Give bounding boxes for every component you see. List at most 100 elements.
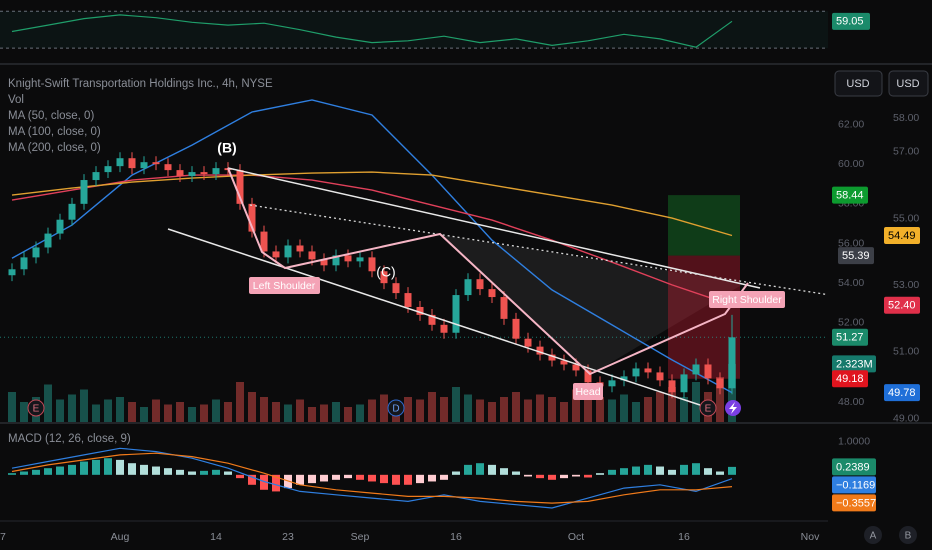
y2-tick-label: 51.00 <box>893 346 919 358</box>
pattern-line <box>227 167 749 376</box>
label-box <box>573 383 603 400</box>
legend-entry: MA (50, close, 0) <box>8 110 94 122</box>
macd-histogram-bar <box>668 469 676 475</box>
macd-histogram-bar <box>200 470 208 475</box>
price-tag <box>838 247 874 265</box>
volume-bar <box>404 397 412 422</box>
candle-body <box>212 168 220 175</box>
macd-line <box>11 452 733 504</box>
macd-histogram-bar <box>560 474 568 479</box>
candle-body <box>608 380 616 387</box>
label-box <box>249 277 320 294</box>
volume-bar <box>56 399 64 422</box>
macd-histogram-bar <box>320 474 328 482</box>
candle-body <box>524 338 532 347</box>
y2-tick-label: 53.00 <box>893 279 919 291</box>
volume-bar <box>212 399 220 422</box>
corner-button[interactable] <box>864 526 882 544</box>
candle-body <box>8 269 16 276</box>
candle-body <box>392 283 400 294</box>
macd-histogram-bar <box>536 474 544 479</box>
corner-button[interactable] <box>899 526 917 544</box>
label-box <box>709 291 785 308</box>
volume-bar <box>140 407 148 422</box>
macd-histogram-bar <box>152 466 160 475</box>
volume-bar <box>368 399 376 422</box>
candle-body <box>92 172 100 181</box>
volume-bar <box>620 394 628 422</box>
candle-body <box>464 279 472 296</box>
candle-body <box>152 162 160 165</box>
volume-bar <box>152 399 160 422</box>
volume-bar <box>476 399 484 422</box>
volume-bar <box>692 382 700 422</box>
corner-label[interactable]: A <box>870 531 877 542</box>
candle-body <box>416 306 424 315</box>
currency-label[interactable]: USD <box>846 78 869 90</box>
macd-histogram-bar <box>404 474 412 485</box>
volume-bar <box>560 402 568 422</box>
candle-body <box>476 279 484 290</box>
corner-buttons[interactable]: A B <box>864 526 917 544</box>
macd-histogram-bar <box>164 468 172 475</box>
macd-histogram-bar <box>296 474 304 485</box>
currency-button[interactable] <box>834 70 883 97</box>
volume-bar <box>656 392 664 422</box>
pattern-fill <box>250 205 745 375</box>
candle-body <box>380 271 388 284</box>
macd-histogram-bar <box>356 474 364 480</box>
currency-button[interactable] <box>888 70 929 97</box>
candle-body <box>284 245 292 258</box>
candle-body <box>68 203 76 220</box>
candle-body <box>344 255 352 262</box>
candle-body <box>176 170 184 177</box>
currency-buttons[interactable]: USD USD <box>834 70 929 97</box>
corner-label[interactable]: B <box>905 531 912 542</box>
candle-body <box>104 166 112 173</box>
volume-bar <box>236 382 244 422</box>
event-label: D <box>392 404 399 415</box>
event-marker <box>699 399 717 417</box>
candle-body <box>656 372 664 381</box>
lightning-icon <box>729 402 737 414</box>
price-tag <box>832 12 870 30</box>
y2-tick-label: 57.00 <box>893 146 919 158</box>
candle-body <box>644 368 652 373</box>
candle-body <box>572 364 580 371</box>
volume-bar <box>464 394 472 422</box>
candle-body <box>32 247 40 258</box>
volume-bar <box>488 402 496 422</box>
volume-bar <box>20 402 28 422</box>
macd-histogram-bar <box>188 471 196 475</box>
price-tag <box>832 355 876 373</box>
volume-bar <box>608 399 616 422</box>
candle-body <box>128 158 136 169</box>
price-tag <box>832 370 868 388</box>
volume-bar <box>524 399 532 422</box>
macd-histogram-bar <box>524 474 532 477</box>
candle-body <box>620 376 628 381</box>
y2-tick-label: 55.00 <box>893 212 919 224</box>
macd-histogram-bar <box>80 461 88 475</box>
macd-histogram-bar <box>608 469 616 475</box>
price-tag <box>884 384 920 402</box>
candle-body <box>320 259 328 266</box>
macd-histogram-bar <box>632 466 640 475</box>
candle-body <box>680 374 688 393</box>
volume-bar <box>440 397 448 422</box>
macd-histogram-bar <box>680 464 688 475</box>
volume-bar <box>428 392 436 422</box>
candle-body <box>452 295 460 333</box>
currency-label[interactable]: USD <box>896 78 919 90</box>
candle-body <box>500 297 508 319</box>
macd-histogram-bar <box>392 474 400 485</box>
candle-body <box>560 360 568 365</box>
price-tags: 59.05 58.44 55.39 51.27 2.323M 49.18 49.78 52.4… <box>832 12 920 512</box>
volume-bar <box>80 389 88 422</box>
macd-histogram-bar <box>728 466 736 475</box>
wave-label: (C) <box>376 264 395 280</box>
symbol-title: Knight-Swift Transportation Holdings Inc… <box>8 78 273 90</box>
x-tick-label: Sep <box>351 531 370 543</box>
volume-bar <box>68 394 76 422</box>
